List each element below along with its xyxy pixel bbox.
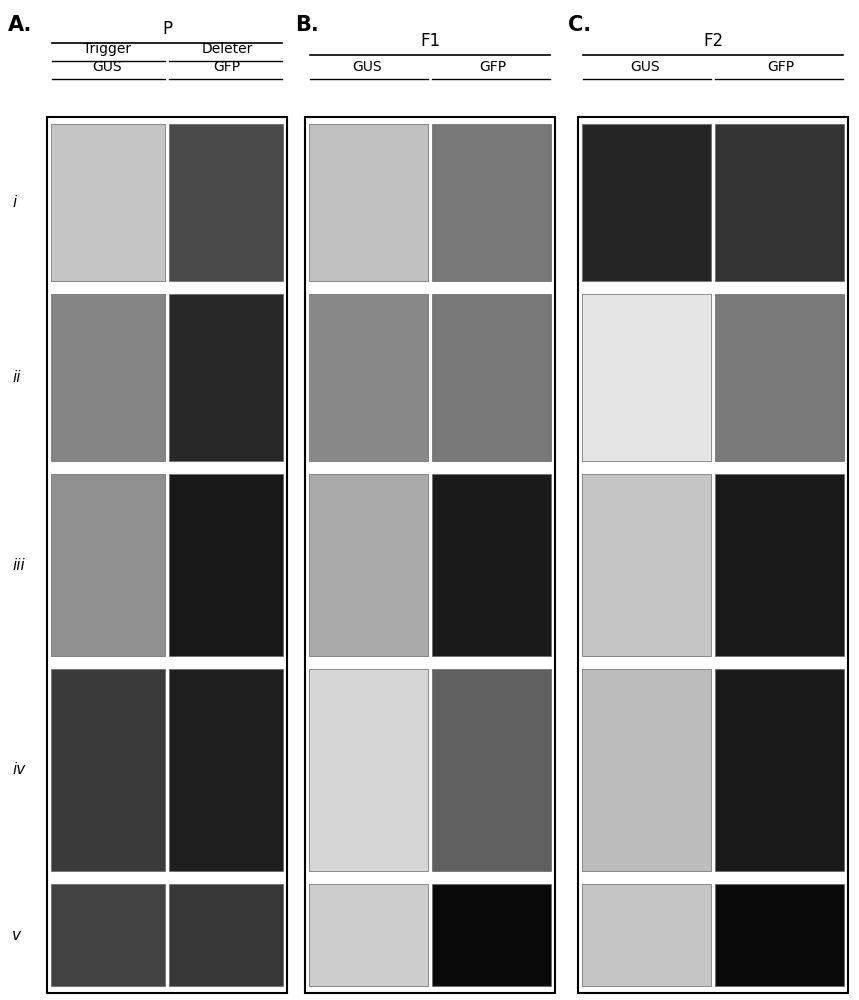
Text: GUS: GUS: [631, 60, 661, 74]
Bar: [51, 294, 165, 461]
Text: i: i: [12, 195, 16, 210]
Text: iv: iv: [12, 762, 25, 778]
Text: F2: F2: [703, 32, 723, 50]
Bar: [51, 884, 165, 986]
Text: C.: C.: [568, 15, 591, 35]
Bar: [715, 124, 844, 281]
Text: v: v: [12, 928, 21, 942]
Bar: [715, 294, 844, 461]
Bar: [51, 474, 165, 656]
Bar: [51, 124, 165, 281]
Bar: [582, 294, 711, 461]
Text: GFP: GFP: [767, 60, 794, 74]
Bar: [715, 884, 844, 986]
Text: iii: iii: [12, 558, 25, 572]
Bar: [169, 669, 283, 871]
Text: A.: A.: [8, 15, 33, 35]
Text: Deleter: Deleter: [201, 42, 253, 56]
Bar: [432, 124, 551, 281]
Bar: [582, 884, 711, 986]
Bar: [309, 474, 428, 656]
Bar: [578, 117, 848, 993]
Bar: [582, 124, 711, 281]
Bar: [309, 124, 428, 281]
Text: GFP: GFP: [479, 60, 506, 74]
Text: GUS: GUS: [92, 60, 122, 74]
Text: B.: B.: [295, 15, 319, 35]
Bar: [432, 669, 551, 871]
Bar: [432, 474, 551, 656]
Text: GFP: GFP: [213, 60, 241, 74]
Bar: [582, 474, 711, 656]
Text: P: P: [162, 20, 172, 38]
Bar: [309, 669, 428, 871]
Bar: [715, 474, 844, 656]
Bar: [169, 124, 283, 281]
Bar: [582, 669, 711, 871]
Text: GUS: GUS: [353, 60, 382, 74]
Text: ii: ii: [12, 370, 21, 385]
Bar: [432, 294, 551, 461]
Bar: [169, 474, 283, 656]
Text: Trigger: Trigger: [83, 42, 131, 56]
Bar: [47, 117, 287, 993]
Bar: [309, 294, 428, 461]
Text: F1: F1: [420, 32, 440, 50]
Bar: [309, 884, 428, 986]
Bar: [715, 669, 844, 871]
Bar: [432, 884, 551, 986]
Bar: [51, 669, 165, 871]
Bar: [169, 884, 283, 986]
Bar: [305, 117, 555, 993]
Bar: [169, 294, 283, 461]
